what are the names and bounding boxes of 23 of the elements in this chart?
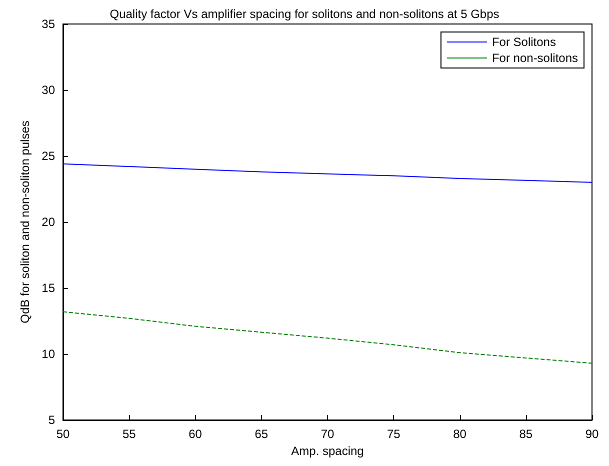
y-axis-title: QdB for soliton and non-soliton pulses <box>18 120 32 324</box>
x-tick-label: 80 <box>453 427 467 441</box>
y-tick-label: 15 <box>42 281 56 295</box>
y-tick-label: 30 <box>42 83 56 97</box>
x-tick-label: 50 <box>56 427 70 441</box>
y-tick-label: 25 <box>42 149 56 163</box>
y-tick-label: 20 <box>42 215 56 229</box>
x-tick-label: 70 <box>320 427 334 441</box>
x-tick-label: 65 <box>254 427 268 441</box>
y-tick-label: 35 <box>42 17 56 31</box>
legend-label: For Solitons <box>492 35 556 49</box>
y-tick-label: 10 <box>42 347 56 361</box>
x-tick-label: 90 <box>585 427 599 441</box>
chart-title: Quality factor Vs amplifier spacing for solitons and non-solitons at 5 Gbps <box>110 7 500 21</box>
legend-label: For non-solitons <box>492 51 578 65</box>
x-tick-label: 85 <box>519 427 533 441</box>
x-tick-label: 60 <box>188 427 202 441</box>
line-series <box>62 311 592 364</box>
x-tick-label: 55 <box>122 427 136 441</box>
x-axis-title: Amp. spacing <box>291 444 364 458</box>
y-tick-label: 5 <box>48 413 56 427</box>
x-tick-label: 75 <box>386 427 401 441</box>
line-series <box>62 163 592 183</box>
